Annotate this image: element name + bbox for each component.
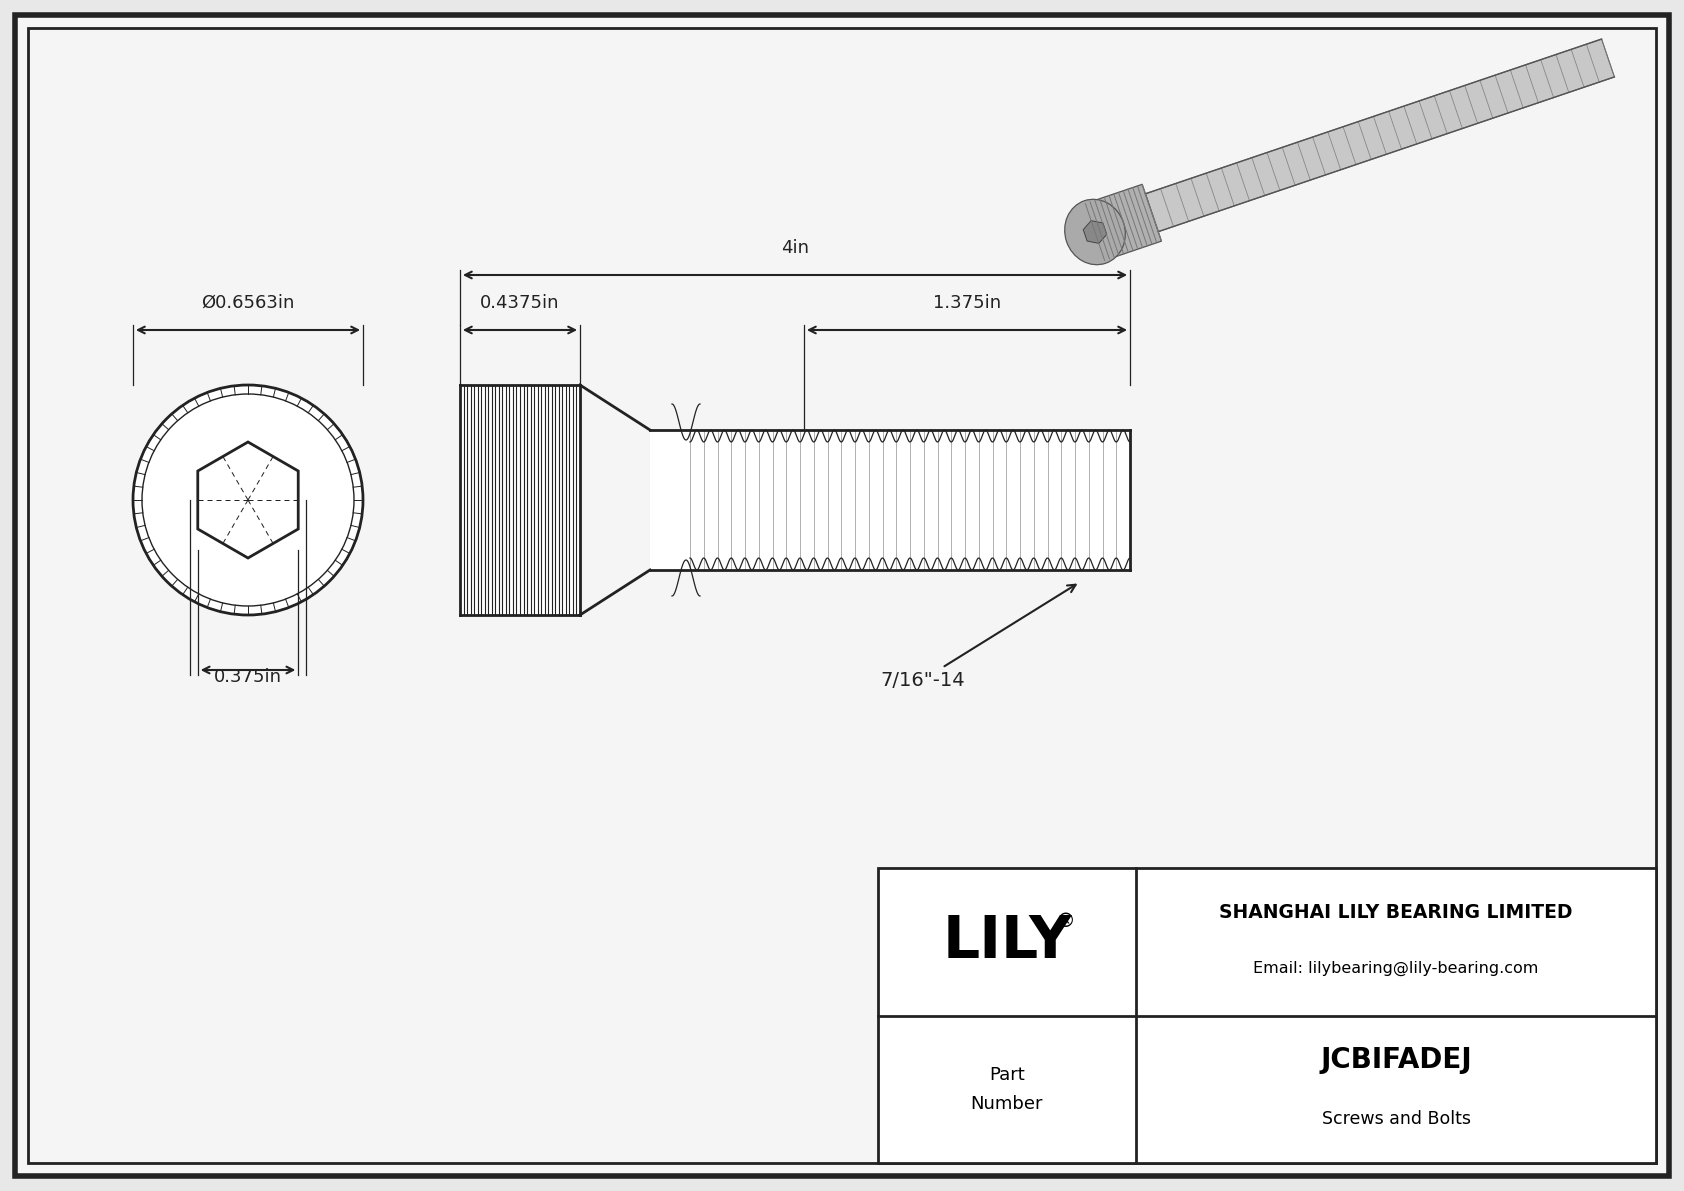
Text: JCBIFADEJ: JCBIFADEJ — [1320, 1046, 1472, 1074]
Text: Part
Number: Part Number — [970, 1066, 1044, 1112]
Text: 0.4375in: 0.4375in — [480, 294, 559, 312]
Text: ®: ® — [1056, 912, 1074, 931]
Polygon shape — [197, 442, 298, 559]
Text: Ø0.6563in: Ø0.6563in — [202, 294, 295, 312]
Polygon shape — [1086, 185, 1162, 261]
Circle shape — [133, 385, 364, 615]
Text: 7/16"-14: 7/16"-14 — [881, 585, 1076, 690]
Text: 0.375in: 0.375in — [214, 668, 281, 686]
Bar — [877, 868, 1655, 1162]
Bar — [650, 430, 1130, 570]
Text: SHANGHAI LILY BEARING LIMITED: SHANGHAI LILY BEARING LIMITED — [1219, 903, 1573, 922]
Polygon shape — [1083, 220, 1106, 243]
Text: 4in: 4in — [781, 239, 808, 257]
Text: 1.375in: 1.375in — [933, 294, 1000, 312]
Text: Email: lilybearing@lily-bearing.com: Email: lilybearing@lily-bearing.com — [1253, 961, 1539, 975]
Text: LILY: LILY — [943, 913, 1071, 971]
Circle shape — [141, 394, 354, 606]
Text: Screws and Bolts: Screws and Bolts — [1322, 1110, 1470, 1128]
Polygon shape — [1145, 39, 1615, 232]
Bar — [460, 385, 579, 615]
Ellipse shape — [1064, 199, 1125, 264]
